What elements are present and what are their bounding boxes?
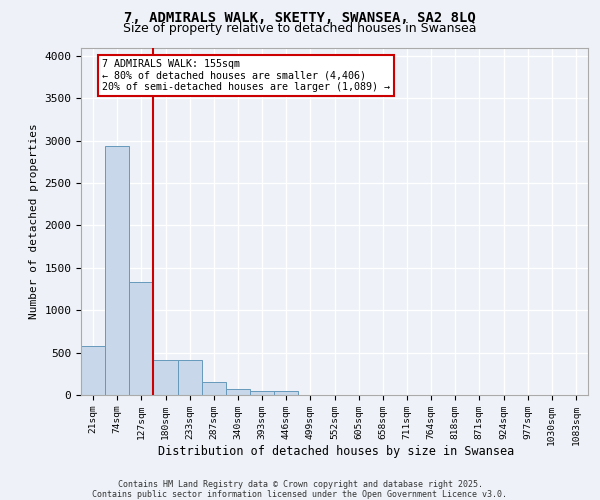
Bar xyxy=(154,360,178,395)
Bar xyxy=(250,391,274,395)
Text: 7 ADMIRALS WALK: 155sqm
← 80% of detached houses are smaller (4,406)
20% of semi: 7 ADMIRALS WALK: 155sqm ← 80% of detache… xyxy=(102,58,390,92)
Text: Size of property relative to detached houses in Swansea: Size of property relative to detached ho… xyxy=(123,22,477,35)
Text: 7, ADMIRALS WALK, SKETTY, SWANSEA, SA2 8LQ: 7, ADMIRALS WALK, SKETTY, SWANSEA, SA2 8… xyxy=(124,11,476,25)
Text: Distribution of detached houses by size in Swansea: Distribution of detached houses by size … xyxy=(158,444,514,458)
Bar xyxy=(129,282,154,395)
Bar xyxy=(202,382,226,395)
Bar xyxy=(226,388,250,395)
Y-axis label: Number of detached properties: Number of detached properties xyxy=(29,124,39,319)
Bar xyxy=(178,360,202,395)
Bar xyxy=(274,391,298,395)
Bar xyxy=(81,346,105,395)
Text: Contains HM Land Registry data © Crown copyright and database right 2025.
Contai: Contains HM Land Registry data © Crown c… xyxy=(92,480,508,499)
Bar xyxy=(105,146,129,395)
